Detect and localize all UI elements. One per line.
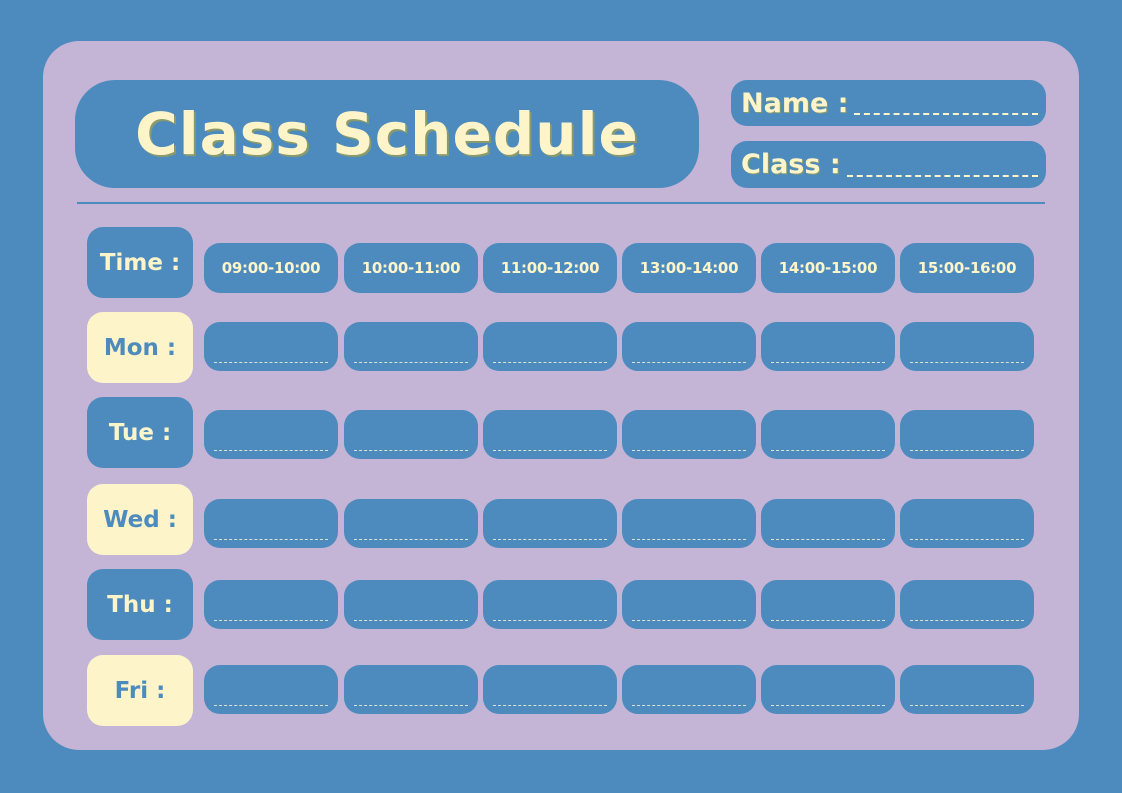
schedule-cell[interactable] xyxy=(483,322,617,371)
schedule-cell[interactable] xyxy=(622,580,756,629)
schedule-cell[interactable] xyxy=(204,580,338,629)
cell-writing-line xyxy=(354,705,468,706)
schedule-cell[interactable] xyxy=(204,499,338,548)
name-label: Name : xyxy=(741,87,849,119)
schedule-cell[interactable] xyxy=(761,410,895,459)
cell-writing-line xyxy=(214,539,328,540)
cell-writing-line xyxy=(771,620,885,621)
schedule-cell[interactable] xyxy=(761,322,895,371)
schedule-cell[interactable] xyxy=(900,580,1034,629)
schedule-cell[interactable] xyxy=(900,410,1034,459)
schedule-cell[interactable] xyxy=(761,499,895,548)
cell-writing-line xyxy=(493,705,607,706)
cell-writing-line xyxy=(214,450,328,451)
schedule-cell[interactable] xyxy=(622,410,756,459)
cell-writing-line xyxy=(354,539,468,540)
cell-writing-line xyxy=(214,620,328,621)
cell-writing-line xyxy=(910,539,1024,540)
schedule-cell[interactable] xyxy=(344,580,478,629)
cell-writing-line xyxy=(632,705,746,706)
time-slot-header: 13:00-14:00 xyxy=(622,243,756,293)
schedule-cell[interactable] xyxy=(483,665,617,714)
schedule-cell[interactable] xyxy=(900,665,1034,714)
name-input-line[interactable] xyxy=(854,113,1038,115)
cell-writing-line xyxy=(632,620,746,621)
schedule-cell[interactable] xyxy=(483,580,617,629)
name-field[interactable]: Name : xyxy=(731,80,1046,126)
time-slot-header: 15:00-16:00 xyxy=(900,243,1034,293)
schedule-cell[interactable] xyxy=(344,665,478,714)
schedule-cell[interactable] xyxy=(483,410,617,459)
title-banner: Class Schedule xyxy=(75,80,699,188)
cell-writing-line xyxy=(354,620,468,621)
schedule-cell[interactable] xyxy=(622,322,756,371)
time-slot-header: 14:00-15:00 xyxy=(761,243,895,293)
schedule-cell[interactable] xyxy=(622,499,756,548)
schedule-cell[interactable] xyxy=(483,499,617,548)
day-label: Mon : xyxy=(87,312,193,383)
schedule-cell[interactable] xyxy=(204,665,338,714)
cell-writing-line xyxy=(910,705,1024,706)
cell-writing-line xyxy=(910,450,1024,451)
schedule-cell[interactable] xyxy=(344,499,478,548)
divider xyxy=(77,202,1045,204)
class-label: Class : xyxy=(741,149,841,180)
time-slot-header: 11:00-12:00 xyxy=(483,243,617,293)
cell-writing-line xyxy=(354,450,468,451)
day-label: Thu : xyxy=(87,569,193,640)
cell-writing-line xyxy=(632,362,746,363)
cell-writing-line xyxy=(632,450,746,451)
schedule-cell[interactable] xyxy=(622,665,756,714)
time-label: Time : xyxy=(87,227,193,298)
cell-writing-line xyxy=(632,539,746,540)
schedule-cell[interactable] xyxy=(204,322,338,371)
schedule-cell[interactable] xyxy=(204,410,338,459)
page-title: Class Schedule xyxy=(135,100,639,168)
cell-writing-line xyxy=(910,362,1024,363)
time-slot-header: 10:00-11:00 xyxy=(344,243,478,293)
day-label: Fri : xyxy=(87,655,193,726)
cell-writing-line xyxy=(493,362,607,363)
class-field[interactable]: Class : xyxy=(731,141,1046,188)
class-input-line[interactable] xyxy=(846,174,1038,177)
schedule-cell[interactable] xyxy=(344,322,478,371)
schedule-cell[interactable] xyxy=(761,580,895,629)
time-slot-header: 09:00-10:00 xyxy=(204,243,338,293)
cell-writing-line xyxy=(214,362,328,363)
schedule-cell[interactable] xyxy=(344,410,478,459)
cell-writing-line xyxy=(493,539,607,540)
day-label: Tue : xyxy=(87,397,193,468)
schedule-cell[interactable] xyxy=(900,322,1034,371)
cell-writing-line xyxy=(771,450,885,451)
cell-writing-line xyxy=(771,362,885,363)
cell-writing-line xyxy=(910,620,1024,621)
cell-writing-line xyxy=(493,450,607,451)
cell-writing-line xyxy=(354,362,468,363)
cell-writing-line xyxy=(771,539,885,540)
cell-writing-line xyxy=(771,705,885,706)
cell-writing-line xyxy=(214,705,328,706)
schedule-cell[interactable] xyxy=(900,499,1034,548)
schedule-cell[interactable] xyxy=(761,665,895,714)
cell-writing-line xyxy=(493,620,607,621)
day-label: Wed : xyxy=(87,484,193,555)
